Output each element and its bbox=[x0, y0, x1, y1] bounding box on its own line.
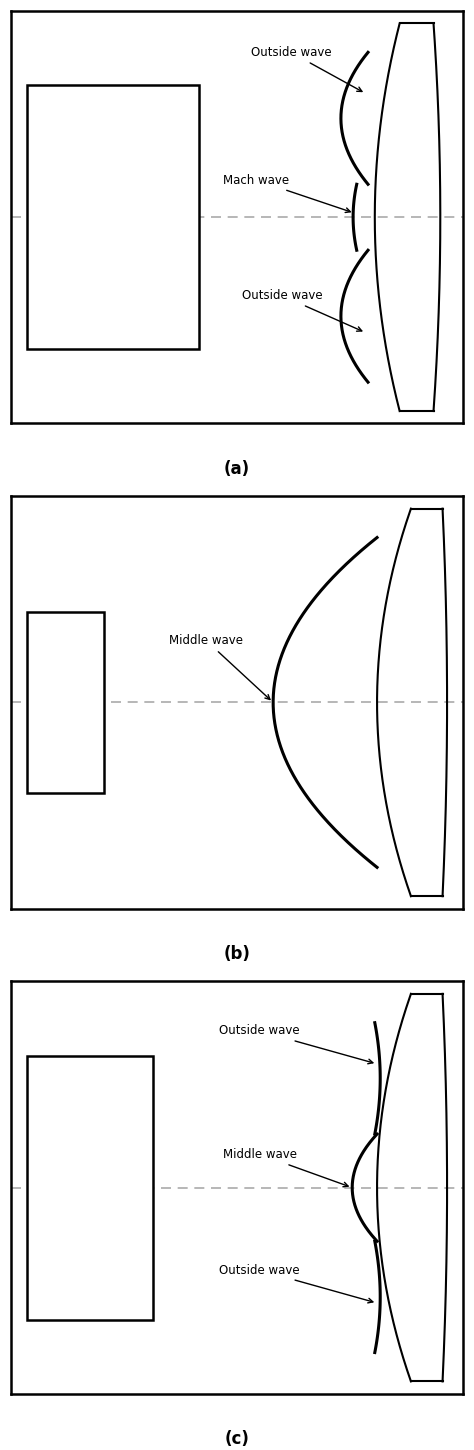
Bar bbox=[27, 612, 104, 793]
Text: Middle wave: Middle wave bbox=[169, 634, 270, 699]
Text: (c): (c) bbox=[225, 1430, 249, 1449]
Text: Outside wave: Outside wave bbox=[242, 289, 362, 331]
Text: Middle wave: Middle wave bbox=[223, 1148, 348, 1186]
Text: Outside wave: Outside wave bbox=[219, 1025, 373, 1064]
Text: Outside wave: Outside wave bbox=[219, 1263, 373, 1304]
Bar bbox=[27, 1056, 154, 1320]
Text: (b): (b) bbox=[224, 945, 250, 963]
Text: (a): (a) bbox=[224, 460, 250, 477]
Bar bbox=[27, 86, 199, 349]
Text: Outside wave: Outside wave bbox=[251, 46, 362, 91]
Text: Mach wave: Mach wave bbox=[223, 174, 350, 213]
